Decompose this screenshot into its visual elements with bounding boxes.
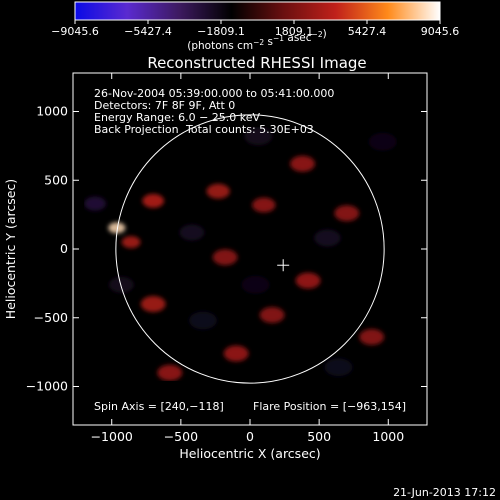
- annotation-time-range: 26-Nov-2004 05:39:00.000 to 05:41:00.000: [94, 87, 334, 100]
- x-tick-label: 0: [246, 429, 254, 444]
- annotation-flare-position: Flare Position = [−963,154]: [253, 400, 406, 413]
- y-tick-label: 1000: [36, 104, 68, 119]
- y-tick-label: 500: [44, 172, 68, 187]
- annotation-energy-range: Energy Range: 6.0 − 25.0 keV: [94, 111, 261, 124]
- annotation-spin-axis: Spin Axis = [240,−118]: [94, 400, 224, 413]
- positive-source: [142, 193, 165, 208]
- positive-source: [252, 197, 276, 213]
- colorbar-gradient: [74, 1, 441, 21]
- x-tick-label: 1000: [372, 429, 404, 444]
- positive-source: [108, 222, 126, 234]
- positive-source: [212, 249, 238, 266]
- positive-source: [206, 183, 230, 199]
- positive-source: [140, 296, 166, 312]
- negative-source: [324, 358, 353, 377]
- y-axis-ticks: −1000 −500 0 500 1000: [26, 104, 427, 394]
- positive-source: [121, 236, 141, 249]
- positive-source: [157, 364, 183, 381]
- negative-source: [179, 224, 205, 241]
- footer-timestamp: 21-Jun-2013 17:12: [393, 486, 496, 499]
- negative-source: [84, 196, 107, 211]
- negative-source: [314, 229, 341, 247]
- annotations: 26-Nov-2004 05:39:00.000 to 05:41:00.000…: [94, 87, 406, 413]
- spin-axis-marker: [277, 259, 290, 272]
- x-axis-ticks: −1000 −500 0 500 1000: [91, 73, 404, 444]
- colorbar: −9045.6 −5427.4 −1809.1 1809.1 5427.4 9045.6 …: [51, 1, 459, 52]
- annotation-detectors: Detectors: 7F 8F 9F, Att 0: [94, 99, 235, 112]
- y-tick-label: 0: [60, 241, 68, 256]
- annotation-method: Back Projection: [94, 123, 179, 136]
- annotation-total-counts: Total counts: 5.30E+03: [185, 123, 314, 136]
- plot-area: −1000 −500 0 500 1000 −1000 −500 0 500 1000: [26, 72, 428, 444]
- colorbar-ticks: −9045.6 −5427.4 −1809.1 1809.1 5427.4 9045.6: [51, 20, 459, 38]
- negative-source: [368, 132, 397, 151]
- x-tick-label: −1000: [91, 429, 133, 444]
- colorbar-tick-label: 9045.6: [421, 25, 460, 38]
- negative-source: [188, 311, 217, 330]
- positive-source: [259, 307, 285, 323]
- negative-source: [108, 276, 134, 293]
- positive-source: [359, 329, 385, 345]
- colorbar-tick-label: 5427.4: [348, 25, 387, 38]
- colorbar-units: (photons cm−2 s−1 asec−2): [187, 28, 326, 52]
- x-axis-label: Heliocentric X (arcsec): [179, 446, 320, 461]
- colorbar-tick-label: −5427.4: [124, 25, 172, 38]
- negative-source: [244, 127, 273, 146]
- colorbar-tick-label: −9045.6: [51, 25, 99, 38]
- solar-limb: [115, 114, 385, 384]
- colorbar-tick-label: 1809.1: [275, 25, 314, 38]
- positive-source: [223, 345, 249, 362]
- negative-source: [241, 275, 270, 294]
- chart-title: Reconstructed RHESSI Image: [147, 54, 366, 72]
- colorbar-tick-label: −1809.1: [197, 25, 245, 38]
- heatmap-sources: [84, 127, 397, 381]
- positive-source: [295, 272, 321, 289]
- x-tick-label: −500: [164, 429, 198, 444]
- positive-source: [334, 205, 360, 222]
- y-tick-label: −500: [34, 310, 68, 325]
- x-tick-label: 500: [307, 429, 331, 444]
- y-tick-label: −1000: [26, 379, 68, 394]
- y-axis-label: Heliocentric Y (arcsec): [3, 179, 18, 319]
- positive-source: [290, 155, 315, 172]
